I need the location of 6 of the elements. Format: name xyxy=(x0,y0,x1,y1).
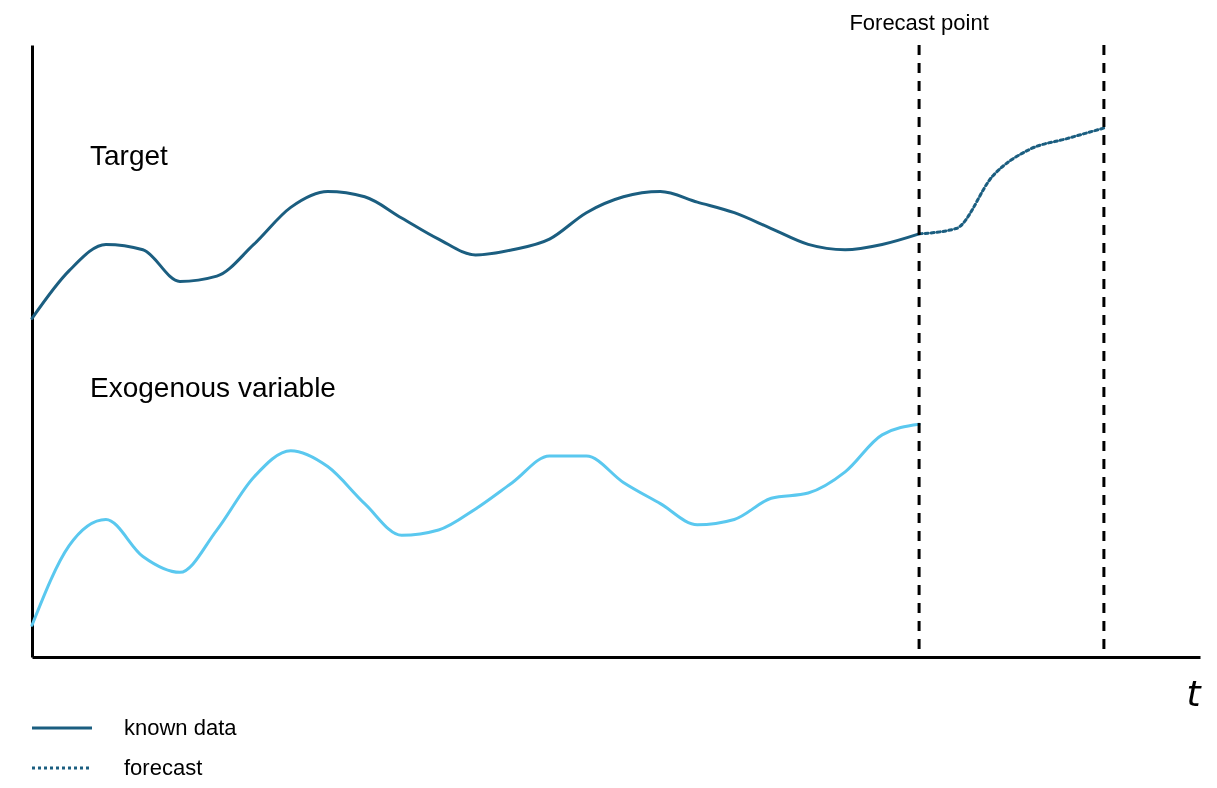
x-axis-title: t xyxy=(1186,672,1203,714)
text: Exogenous variable xyxy=(90,372,336,404)
text: known data xyxy=(124,715,237,741)
text: Forecast point xyxy=(849,10,989,35)
text: forecast xyxy=(124,755,203,781)
text: Target xyxy=(90,139,169,171)
